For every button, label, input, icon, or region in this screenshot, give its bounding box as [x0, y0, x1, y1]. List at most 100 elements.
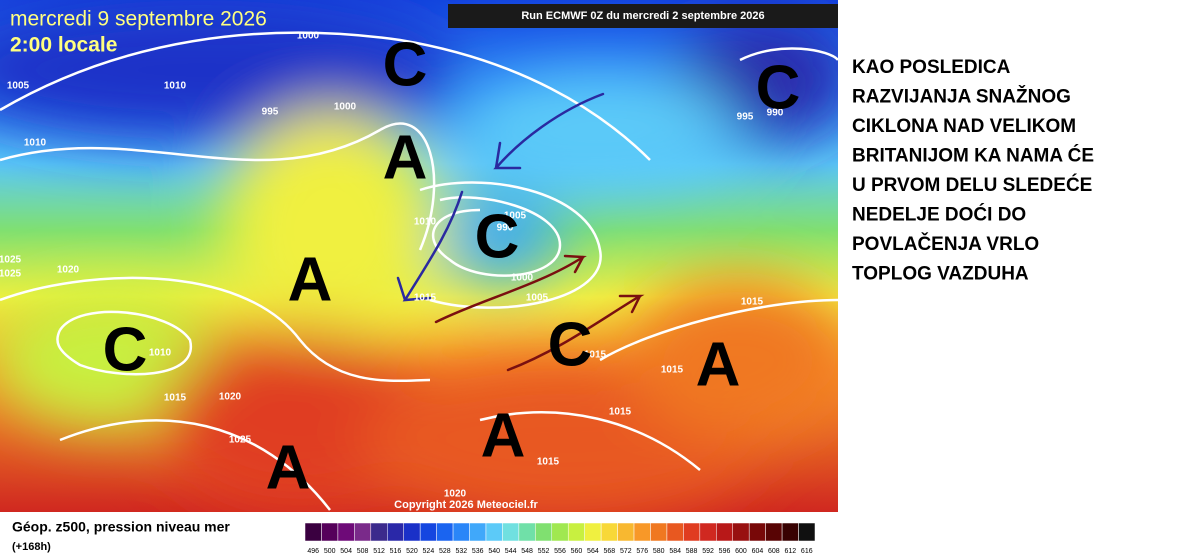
pressure-center: A — [266, 433, 311, 502]
isobar-label: 1005 — [526, 293, 549, 304]
scale-swatch — [452, 522, 470, 542]
scale-swatch — [781, 522, 799, 542]
isobar-label: 1020 — [57, 265, 80, 276]
isobar-label: 1010 — [149, 348, 172, 359]
caption-line: BRITANIJOM KA NAMA ĆE — [852, 145, 1094, 167]
isobar-label: 995 — [737, 112, 754, 123]
pressure-center: C — [103, 315, 148, 384]
pressure-center: A — [481, 401, 526, 470]
scale-label: 520 — [406, 548, 418, 555]
scale-swatch — [370, 522, 388, 542]
date-label: mercredi 9 septembre 2026 — [10, 8, 267, 31]
scale-swatch — [617, 522, 635, 542]
isobars — [0, 31, 838, 511]
scale-swatch — [732, 522, 750, 542]
isobar-label: 1005 — [7, 81, 30, 92]
scale-label: 524 — [423, 548, 435, 555]
scale-label: 540 — [488, 548, 500, 555]
scale-label: 500 — [324, 548, 336, 555]
scale-swatch — [354, 522, 372, 542]
caption-line: KAO POSLEDICA — [852, 57, 1011, 78]
scale-label: 608 — [768, 548, 780, 555]
caption-line: TOPLOG VAZDUHA — [852, 264, 1029, 285]
caption-line: NEDELJE DOĆI DO — [852, 204, 1026, 226]
scale-swatch — [403, 522, 421, 542]
isobar-label: 990 — [497, 223, 514, 234]
arrows — [396, 92, 645, 372]
scale-label: 512 — [373, 548, 385, 555]
isobar-label: 1000 — [297, 31, 320, 42]
scale-swatch — [502, 522, 520, 542]
fields — [0, 0, 838, 512]
scale-label: 532 — [455, 548, 467, 555]
isobar-label: 1000 — [511, 273, 534, 284]
isobar-label: 1010 — [24, 138, 47, 149]
isobar-label: 1025 — [0, 269, 22, 280]
scale-swatch — [535, 522, 553, 542]
scale-label: 504 — [340, 548, 352, 555]
time-label: 2:00 locale — [10, 34, 117, 57]
pressure-center: C — [383, 30, 428, 99]
scale-swatch — [469, 522, 487, 542]
scale-label: 516 — [390, 548, 402, 555]
scale-label: 576 — [636, 548, 648, 555]
scale-swatch — [419, 522, 437, 542]
run-label: Run ECMWF 0Z du mercredi 2 septembre 202… — [521, 10, 764, 22]
isobar-label: 1010 — [414, 217, 437, 228]
pressure-center: A — [383, 123, 428, 192]
scale-swatch — [600, 522, 618, 542]
isobar-label: 1010 — [164, 81, 187, 92]
isobar-label: 1025 — [229, 435, 252, 446]
scale-swatch — [765, 522, 783, 542]
scale-label: 592 — [702, 548, 714, 555]
isobar-label: 1020 — [219, 392, 242, 403]
scale-swatch — [650, 522, 668, 542]
scale-label: 508 — [357, 548, 369, 555]
scale-label: 580 — [653, 548, 665, 555]
isobar-label: 1000 — [334, 102, 357, 113]
caption-line: CIKLONA NAD VELIKOM — [852, 116, 1076, 137]
scale-swatch — [633, 522, 651, 542]
isobar-label: 1015 — [537, 457, 560, 468]
scale-swatch — [337, 522, 355, 542]
scale-swatch — [485, 522, 503, 542]
scale-label: 568 — [604, 548, 616, 555]
isobar-label: 1015 — [741, 297, 764, 308]
isobar-label: 1015 — [584, 350, 607, 361]
scale-label: 556 — [554, 548, 566, 555]
isobar-label: 990 — [767, 108, 784, 119]
scale-swatch — [683, 522, 701, 542]
scale-label: 612 — [784, 548, 796, 555]
scale-label: 616 — [801, 548, 813, 555]
scale-swatch — [584, 522, 602, 542]
pressure-center: A — [288, 245, 333, 314]
isobar-label: 1015 — [414, 293, 437, 304]
legend-subtitle: (+168h) — [12, 541, 51, 553]
isobar-label: 1020 — [444, 489, 467, 500]
scale-swatch — [321, 522, 339, 542]
scale-swatch — [551, 522, 569, 542]
scale-label: 496 — [307, 548, 319, 555]
scale-swatch — [518, 522, 536, 542]
scale-swatch — [716, 522, 733, 542]
isobar-label: 1005 — [504, 211, 527, 222]
scale-label: 604 — [752, 548, 764, 555]
scale-label: 600 — [735, 548, 747, 555]
pressure-center: C — [548, 310, 593, 379]
scale-label: 548 — [521, 548, 533, 555]
scale-swatch — [387, 522, 404, 542]
scale-swatch — [699, 522, 717, 542]
legend-title: Géop. z500, pression niveau mer — [12, 519, 230, 535]
copyright: Copyright 2026 Meteociel.fr — [394, 499, 538, 511]
scale-swatch — [304, 522, 322, 542]
scale-swatch — [748, 522, 766, 542]
scale-label: 552 — [538, 548, 550, 555]
scale-swatch — [798, 522, 816, 542]
pressure-center: C — [475, 202, 520, 271]
scale-label: 528 — [439, 548, 451, 555]
caption-line: POVLAČENJA VRLO — [852, 233, 1039, 255]
isobar-label: 1015 — [661, 365, 684, 376]
